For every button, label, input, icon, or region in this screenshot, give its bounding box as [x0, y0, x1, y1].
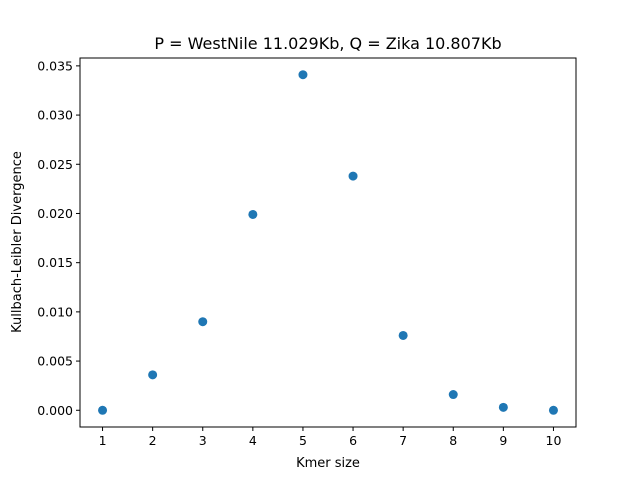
x-tick-label: 9 [499, 433, 507, 448]
data-point [148, 370, 158, 380]
data-points [98, 70, 558, 415]
y-tick-label: 0.010 [37, 304, 73, 319]
x-tick-label: 3 [199, 433, 207, 448]
data-point [398, 330, 408, 340]
x-tick-label: 2 [149, 433, 157, 448]
x-tick-label: 5 [299, 433, 307, 448]
data-point [448, 390, 458, 400]
data-point [498, 402, 508, 412]
y-tick-label: 0.025 [37, 157, 73, 172]
y-tick-label: 0.030 [37, 108, 73, 123]
data-point [198, 317, 208, 327]
y-tick-label: 0.015 [37, 255, 73, 270]
y-tick-label: 0.020 [37, 206, 73, 221]
data-point [548, 405, 558, 415]
x-axis-label: Kmer size [296, 456, 360, 471]
plot-frame [79, 57, 577, 428]
x-tick-label: 1 [99, 433, 107, 448]
x-tick-label: 10 [546, 433, 562, 448]
x-tick-label: 6 [349, 433, 357, 448]
x-axis: 1 2 3 4 5 6 7 8 9 10 [99, 427, 562, 448]
x-tick-label: 4 [249, 433, 257, 448]
y-tick-label: 0.035 [37, 58, 73, 73]
data-point [248, 209, 258, 219]
data-point [348, 171, 358, 181]
y-axis-label: Kullbach-Leibler Divergence [10, 151, 25, 333]
chart-title: P = WestNile 11.029Kb, Q = Zika 10.807Kb [154, 34, 501, 53]
x-tick-label: 8 [449, 433, 457, 448]
data-point [98, 405, 108, 415]
y-tick-label: 0.000 [37, 403, 73, 418]
data-point [298, 70, 308, 80]
y-axis: 0.000 0.005 0.010 0.015 0.020 0.025 0.030 0.035 [37, 58, 80, 418]
y-tick-label: 0.005 [37, 354, 73, 369]
x-tick-label: 7 [399, 433, 407, 448]
